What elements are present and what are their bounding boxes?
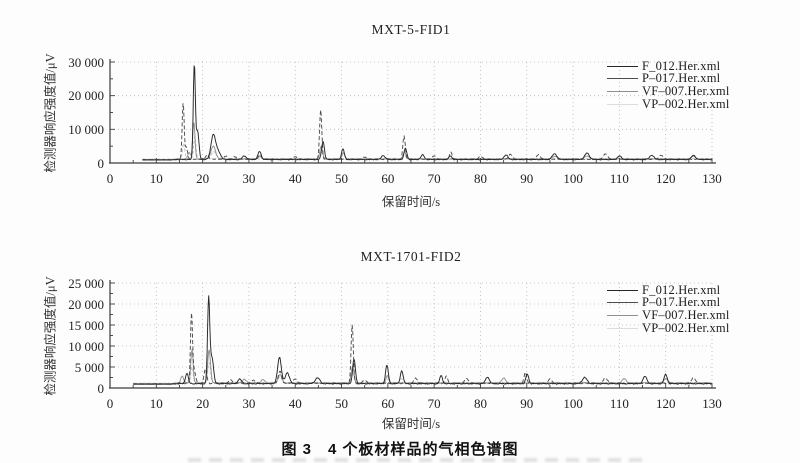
legend-bottom: F_012.Her.xml P–017.Her.xml VF–007.Her.xml…	[607, 282, 730, 335]
x-tick-label: 130	[702, 171, 722, 186]
x-tick-label: 60	[381, 396, 395, 411]
x-tick-label: 50	[335, 396, 349, 411]
y-tick-label: 10 000	[68, 338, 104, 354]
legend-item: VF–007.Her.xml	[607, 83, 730, 98]
x-tick-label: 90	[520, 171, 534, 186]
legend-label: VP–002.Her.xml	[642, 96, 730, 111]
x-tick-label: 70	[427, 396, 441, 411]
x-axis-label-bottom: 保留时间/s	[381, 417, 441, 431]
x-tick-label: 120	[655, 171, 676, 186]
legend-item: P–017.Her.xml	[607, 71, 730, 86]
y-tick-label: 15 000	[68, 317, 104, 333]
y-tick-label: 5 000	[74, 359, 104, 375]
x-axis-label-top: 保留时间/s	[381, 195, 441, 209]
legend-label: F_012.Her.xml	[642, 58, 721, 73]
x-tick-label: 10	[149, 396, 163, 411]
legend-line-sample	[607, 289, 638, 291]
x-tick-label: 40	[288, 396, 302, 411]
legend-item: F_012.Her.xml	[607, 282, 730, 297]
legend-label: VF–007.Her.xml	[642, 307, 730, 322]
y-tick-label: 20 000	[68, 88, 104, 104]
legend-line-sample	[607, 103, 638, 105]
legend-line-sample	[607, 90, 638, 92]
x-tick-label: 90	[520, 396, 534, 411]
legend-line-sample	[607, 327, 638, 329]
y-tick-label: 20 000	[68, 296, 104, 312]
x-tick-label: 10	[149, 171, 163, 186]
legend-line-sample	[607, 78, 638, 80]
y-tick-label: 10 000	[68, 121, 104, 137]
x-tick-label: 40	[288, 171, 302, 186]
x-tick-label: 20	[196, 171, 210, 186]
x-tick-label: 20	[196, 396, 210, 411]
y-tick-label: 0	[97, 380, 105, 396]
x-tick-label: 130	[702, 396, 722, 411]
x-tick-label: 30	[242, 396, 256, 411]
legend-item: P–017.Her.xml	[607, 295, 730, 310]
y-tick-label: 25 000	[68, 275, 104, 291]
x-tick-label: 110	[609, 171, 629, 186]
legend-item: VF–007.Her.xml	[607, 307, 730, 322]
cropped-text-line	[188, 458, 648, 462]
x-tick-label: 100	[563, 396, 583, 411]
x-tick-label: 0	[106, 171, 114, 186]
y-tick-label: 30 000	[68, 54, 104, 70]
legend-item: VP–002.Her.xml	[607, 96, 730, 111]
x-tick-label: 110	[609, 396, 629, 411]
chart-title-mxt1701-fid2: MXT-1701-FID2	[360, 249, 462, 264]
x-tick-label: 80	[473, 396, 487, 411]
legend-line-sample	[607, 314, 638, 316]
x-tick-label: 50	[335, 171, 349, 186]
legend-label: P–017.Her.xml	[642, 71, 721, 86]
x-tick-label: 70	[427, 171, 441, 186]
chart-title-mxt5-fid1: MXT-5-FID1	[371, 22, 451, 37]
y-tick-label: 0	[97, 155, 105, 171]
x-tick-label: 100	[563, 171, 583, 186]
x-tick-label: 120	[655, 396, 676, 411]
legend-label: P–017.Her.xml	[642, 295, 721, 310]
legend-item: F_012.Her.xml	[607, 58, 730, 73]
x-tick-label: 30	[242, 171, 256, 186]
legend-label: VP–002.Her.xml	[642, 320, 730, 335]
legend-line-sample	[607, 65, 638, 67]
legend-item: VP–002.Her.xml	[607, 320, 730, 335]
figure-caption: 图 3 4 个板材样品的气相色谱图	[281, 441, 519, 458]
legend-top: F_012.Her.xml P–017.Her.xml VF–007.Her.xml…	[607, 58, 730, 111]
x-tick-label: 0	[106, 396, 114, 411]
y-axis-label-bottom: 检测器响应强度值/μV	[43, 276, 58, 396]
legend-label: VF–007.Her.xml	[642, 83, 730, 98]
x-tick-label: 60	[381, 171, 395, 186]
legend-line-sample	[607, 302, 638, 304]
x-tick-label: 80	[473, 171, 487, 186]
legend-label: F_012.Her.xml	[642, 282, 721, 297]
